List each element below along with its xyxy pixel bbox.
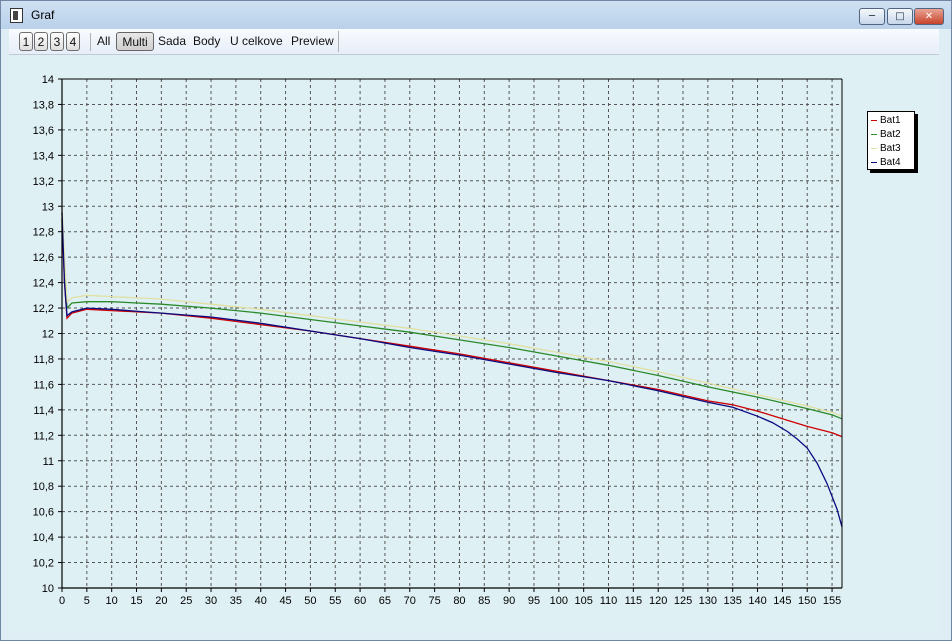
x-tick-label: 70 bbox=[404, 595, 416, 607]
series-line-bat1 bbox=[61, 218, 843, 438]
x-tick-label: 110 bbox=[600, 595, 618, 607]
x-tick-label: 85 bbox=[478, 595, 490, 607]
x-tick-label: 0 bbox=[59, 595, 65, 607]
x-tick-label: 95 bbox=[528, 595, 540, 607]
y-tick-label: 11,4 bbox=[33, 405, 54, 417]
x-tick-label: 150 bbox=[798, 595, 816, 607]
page-2-button[interactable]: 2 bbox=[34, 32, 48, 51]
y-tick-label: 10,8 bbox=[33, 481, 54, 493]
legend-swatch-bat2 bbox=[871, 133, 877, 135]
body-button[interactable]: Body bbox=[193, 34, 221, 48]
y-tick-label: 10,2 bbox=[33, 558, 54, 570]
x-tick-label: 155 bbox=[823, 595, 841, 607]
y-tick-label: 13,4 bbox=[33, 150, 54, 162]
window-title: Graf bbox=[31, 8, 55, 22]
x-tick-label: 90 bbox=[503, 595, 515, 607]
legend-label-bat3: Bat3 bbox=[880, 143, 901, 154]
legend-label-bat1: Bat1 bbox=[880, 115, 901, 126]
x-tick-label: 55 bbox=[329, 595, 341, 607]
legend-label-bat2: Bat2 bbox=[880, 129, 901, 140]
x-tick-label: 100 bbox=[550, 595, 568, 607]
chart-area: 0 5 10 15 20 25 30 35 40 45 50 55 60 65 70 75 80 85 90 95 10… bbox=[9, 55, 939, 633]
minimize-button[interactable]: ─ bbox=[859, 8, 885, 25]
series-line-bat4 bbox=[61, 212, 843, 528]
x-tick-label: 30 bbox=[205, 595, 217, 607]
x-tick-label: 5 bbox=[84, 595, 90, 607]
x-tick-label: 50 bbox=[304, 595, 316, 607]
series-line-bat3 bbox=[61, 206, 843, 417]
line-chart: 0 5 10 15 20 25 30 35 40 45 50 55 60 65 70 75 80 85 90 95 10… bbox=[33, 74, 843, 607]
x-tick-label: 15 bbox=[130, 595, 142, 607]
y-tick-label: 12,8 bbox=[33, 227, 54, 239]
legend-swatch-bat4 bbox=[871, 161, 877, 163]
y-tick-label: 10,6 bbox=[33, 507, 54, 519]
u-celkove-button[interactable]: U celkove bbox=[230, 34, 283, 48]
multi-button[interactable]: Multi bbox=[116, 32, 154, 51]
x-tick-label: 35 bbox=[230, 595, 242, 607]
x-tick-label: 65 bbox=[379, 595, 391, 607]
sada-button[interactable]: Sada bbox=[158, 34, 187, 48]
maximize-button[interactable]: □ bbox=[887, 8, 913, 25]
y-tick-label: 13,6 bbox=[33, 125, 54, 137]
minimize-icon: ─ bbox=[868, 11, 876, 22]
x-tick-label: 40 bbox=[255, 595, 267, 607]
page-1-button[interactable]: 1 bbox=[19, 32, 33, 51]
x-tick-label: 60 bbox=[354, 595, 366, 607]
x-tick-label: 125 bbox=[674, 595, 692, 607]
y-tick-label: 12,6 bbox=[33, 252, 54, 264]
chart-legend: Bat1 Bat2 Bat3 Bat4 bbox=[867, 111, 915, 170]
x-tick-label: 145 bbox=[773, 595, 791, 607]
x-tick-label: 130 bbox=[699, 595, 717, 607]
preview-button[interactable]: Preview bbox=[291, 34, 334, 48]
close-button[interactable]: ✕ bbox=[914, 8, 944, 25]
legend-swatch-bat1 bbox=[871, 119, 877, 121]
y-tick-label: 10 bbox=[42, 583, 54, 595]
y-tick-label: 12,4 bbox=[33, 278, 54, 290]
x-tick-label: 105 bbox=[574, 595, 592, 607]
x-tick-label: 75 bbox=[428, 595, 440, 607]
y-tick-label: 13,2 bbox=[33, 176, 54, 188]
y-tick-label: 12 bbox=[42, 329, 54, 341]
series-line-bat2 bbox=[61, 212, 843, 420]
page-4-button[interactable]: 4 bbox=[66, 32, 80, 51]
x-tick-label: 45 bbox=[279, 595, 291, 607]
toolbar-end-separator bbox=[338, 31, 339, 52]
x-tick-label: 25 bbox=[180, 595, 192, 607]
x-tick-label: 115 bbox=[625, 595, 643, 607]
x-tick-label: 20 bbox=[155, 595, 167, 607]
page-3-button[interactable]: 3 bbox=[50, 32, 64, 51]
y-tick-label: 11,6 bbox=[33, 379, 54, 391]
legend-item-bat4: Bat4 bbox=[871, 156, 901, 169]
y-tick-label: 10,4 bbox=[33, 532, 54, 544]
y-tick-label: 12,2 bbox=[33, 303, 54, 315]
close-icon: ✕ bbox=[924, 11, 934, 22]
all-button[interactable]: All bbox=[97, 34, 111, 48]
maximize-icon: □ bbox=[895, 11, 905, 22]
legend-swatch-bat3 bbox=[871, 147, 877, 149]
app-icon bbox=[10, 8, 23, 23]
legend-item-bat3: Bat3 bbox=[871, 142, 901, 155]
x-tick-label: 80 bbox=[453, 595, 465, 607]
x-tick-label: 140 bbox=[748, 595, 766, 607]
toolbar-separator bbox=[90, 33, 91, 51]
x-tick-label: 120 bbox=[649, 595, 667, 607]
y-tick-label: 11,2 bbox=[33, 430, 54, 442]
legend-item-bat2: Bat2 bbox=[871, 128, 901, 141]
y-tick-label: 11 bbox=[43, 456, 54, 468]
legend-label-bat4: Bat4 bbox=[880, 157, 901, 168]
legend-item-bat1: Bat1 bbox=[871, 114, 901, 127]
x-tick-label: 10 bbox=[106, 595, 118, 607]
y-tick-label: 14 bbox=[42, 74, 54, 86]
y-tick-label: 11,8 bbox=[33, 354, 54, 366]
y-tick-label: 13 bbox=[42, 201, 54, 213]
title-bar[interactable]: Graf ─ □ ✕ bbox=[1, 1, 951, 29]
toolbar: 1 2 3 4 All Multi Sada Body U celkove Pr… bbox=[9, 29, 939, 55]
x-tick-label: 135 bbox=[724, 595, 742, 607]
y-tick-label: 13,8 bbox=[33, 99, 54, 111]
